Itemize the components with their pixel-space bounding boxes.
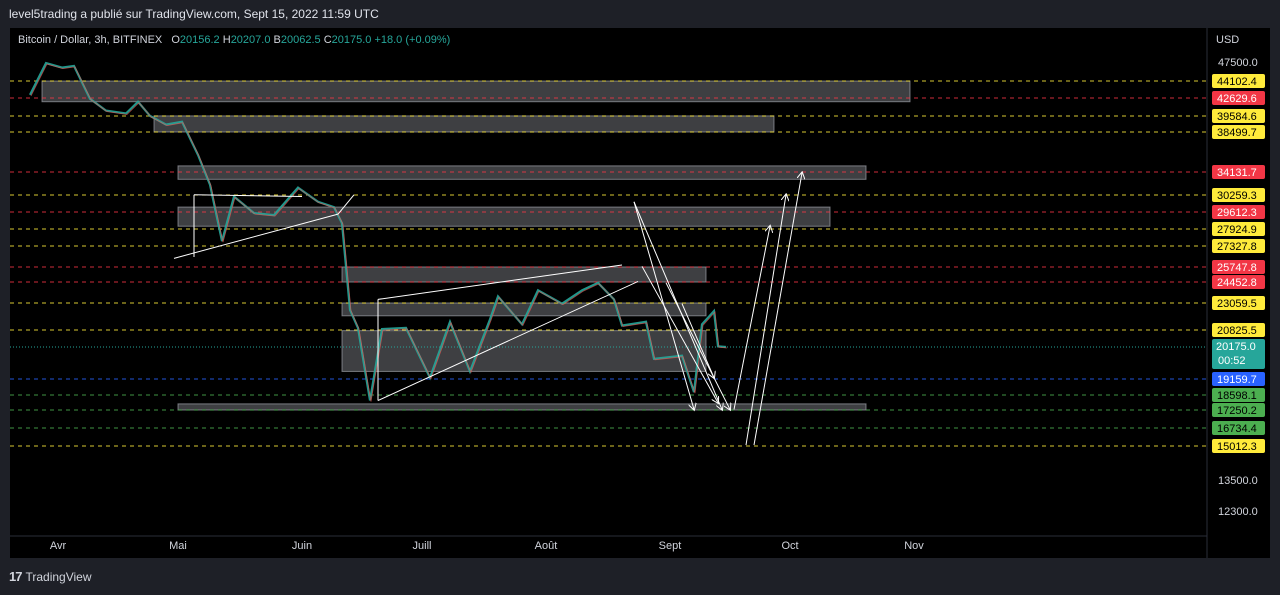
price-badge-label: 38499.7 (1217, 127, 1257, 139)
projection-arrow[interactable] (641, 266, 718, 402)
resistance-zone[interactable] (341, 302, 707, 317)
price-axis-tick: 12300.0 (1218, 506, 1258, 518)
trendline[interactable] (337, 194, 355, 215)
projection-arrow[interactable] (753, 173, 802, 446)
price-badge-label: 44102.4 (1217, 76, 1257, 88)
projection-arrow[interactable] (681, 303, 714, 378)
price-badge-label: 34131.7 (1217, 167, 1257, 179)
time-axis-tick: Mai (169, 540, 187, 552)
low-value: 20062.5 (280, 34, 321, 46)
price-badge-label: 27327.8 (1217, 241, 1257, 253)
price-badge[interactable] (1212, 188, 1265, 202)
trendline[interactable] (173, 213, 339, 259)
resistance-zone[interactable] (341, 266, 707, 283)
resistance-zone[interactable] (177, 165, 867, 180)
projection-arrow[interactable] (733, 226, 770, 410)
price-badge[interactable] (1212, 74, 1265, 88)
price-badge-label: 30259.3 (1217, 190, 1257, 202)
publication-caption: level5trading a publié sur TradingView.c… (9, 7, 379, 21)
time-axis-tick: Oct (781, 540, 798, 552)
trendline[interactable] (193, 194, 303, 198)
low-key: B (273, 34, 281, 46)
resistance-zone[interactable] (177, 403, 867, 411)
price-badge-label: 23059.5 (1217, 298, 1257, 310)
projection-arrow[interactable] (665, 282, 730, 410)
open-value: 20156.2 (179, 34, 220, 46)
trendline[interactable] (377, 264, 623, 300)
last-price-badge[interactable] (1212, 339, 1265, 369)
chart-panel[interactable]: 47500.0 13500.0 12300.0 44102.4 42629.6 39584… (10, 28, 1270, 558)
time-axis-tick: Août (535, 540, 558, 552)
price-badge-label: 42629.6 (1217, 93, 1257, 105)
price-badge-label: 17250.2 (1217, 405, 1257, 417)
high-value: 20207.0 (230, 34, 271, 46)
tradingview-logo-icon: 17 (9, 569, 23, 584)
open-key: O (171, 34, 180, 46)
price-badge[interactable] (1212, 372, 1265, 386)
price-badge[interactable] (1212, 109, 1265, 123)
price-badge[interactable] (1212, 403, 1265, 417)
price-series-shadow (30, 63, 728, 402)
close-key: C (323, 34, 332, 46)
close-value: 20175.0 (331, 34, 372, 46)
price-axis-tick: 13500.0 (1218, 475, 1258, 487)
price-badge-label: 20825.5 (1217, 325, 1257, 337)
last-price-label: 20175.0 (1216, 341, 1256, 353)
price-badge-label: 39584.6 (1217, 111, 1257, 123)
resistance-zone[interactable] (153, 115, 775, 133)
price-badge[interactable] (1212, 205, 1265, 219)
time-axis-tick: Juill (413, 540, 432, 552)
price-badge[interactable] (1212, 388, 1265, 402)
price-badge-label: 15012.3 (1217, 441, 1257, 453)
price-badge[interactable] (1212, 421, 1265, 435)
price-badge[interactable] (1212, 323, 1265, 337)
price-axis-tick: 47500.0 (1218, 57, 1258, 69)
footer-brand[interactable]: 17 TradingView (9, 569, 92, 584)
time-axis-tick: Sept (659, 540, 682, 552)
time-axis-tick: Avr (50, 540, 67, 552)
price-badge[interactable] (1212, 125, 1265, 139)
price-badge-label: 16734.4 (1217, 423, 1257, 435)
projection-arrow[interactable] (745, 195, 786, 446)
price-badge-label: 25747.8 (1217, 262, 1257, 274)
price-badge[interactable] (1212, 91, 1265, 105)
time-axis-tick: Juin (292, 540, 312, 552)
resistance-zone[interactable] (41, 80, 911, 103)
price-badge-label: 29612.3 (1217, 207, 1257, 219)
symbol-legend: Bitcoin / Dollar, 3h, BITFINEX O20156.2 … (18, 34, 450, 46)
price-badge-label: 27924.9 (1217, 224, 1257, 236)
price-badge-label: 24452.8 (1217, 277, 1257, 289)
brand-name: TradingView (25, 569, 92, 584)
currency-label[interactable]: USD (1216, 34, 1240, 46)
countdown-label: 00:52 (1218, 355, 1246, 367)
price-badge[interactable] (1212, 275, 1265, 289)
change-value: +18.0 (+0.09%) (374, 34, 451, 46)
trendline[interactable] (377, 280, 639, 401)
price-badge[interactable] (1212, 296, 1265, 310)
price-badge[interactable] (1212, 260, 1265, 274)
price-chart[interactable]: 47500.0 13500.0 12300.0 44102.4 42629.6 39584… (10, 28, 1270, 558)
price-badge-label: 18598.1 (1217, 390, 1257, 402)
price-badge[interactable] (1212, 239, 1265, 253)
resistance-zone[interactable] (177, 206, 831, 227)
price-badge[interactable] (1212, 222, 1265, 236)
symbol-title[interactable]: Bitcoin / Dollar, 3h, BITFINEX (18, 34, 163, 46)
price-badge[interactable] (1212, 165, 1265, 179)
chart-background (10, 28, 1270, 558)
time-axis-tick: Nov (904, 540, 924, 552)
high-key: H (222, 34, 231, 46)
price-badge-label: 19159.7 (1217, 374, 1257, 386)
resistance-zone[interactable] (341, 330, 707, 372)
price-badge[interactable] (1212, 439, 1265, 453)
